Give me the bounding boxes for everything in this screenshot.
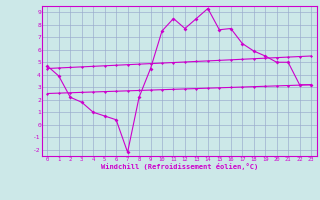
X-axis label: Windchill (Refroidissement éolien,°C): Windchill (Refroidissement éolien,°C) [100, 163, 258, 170]
